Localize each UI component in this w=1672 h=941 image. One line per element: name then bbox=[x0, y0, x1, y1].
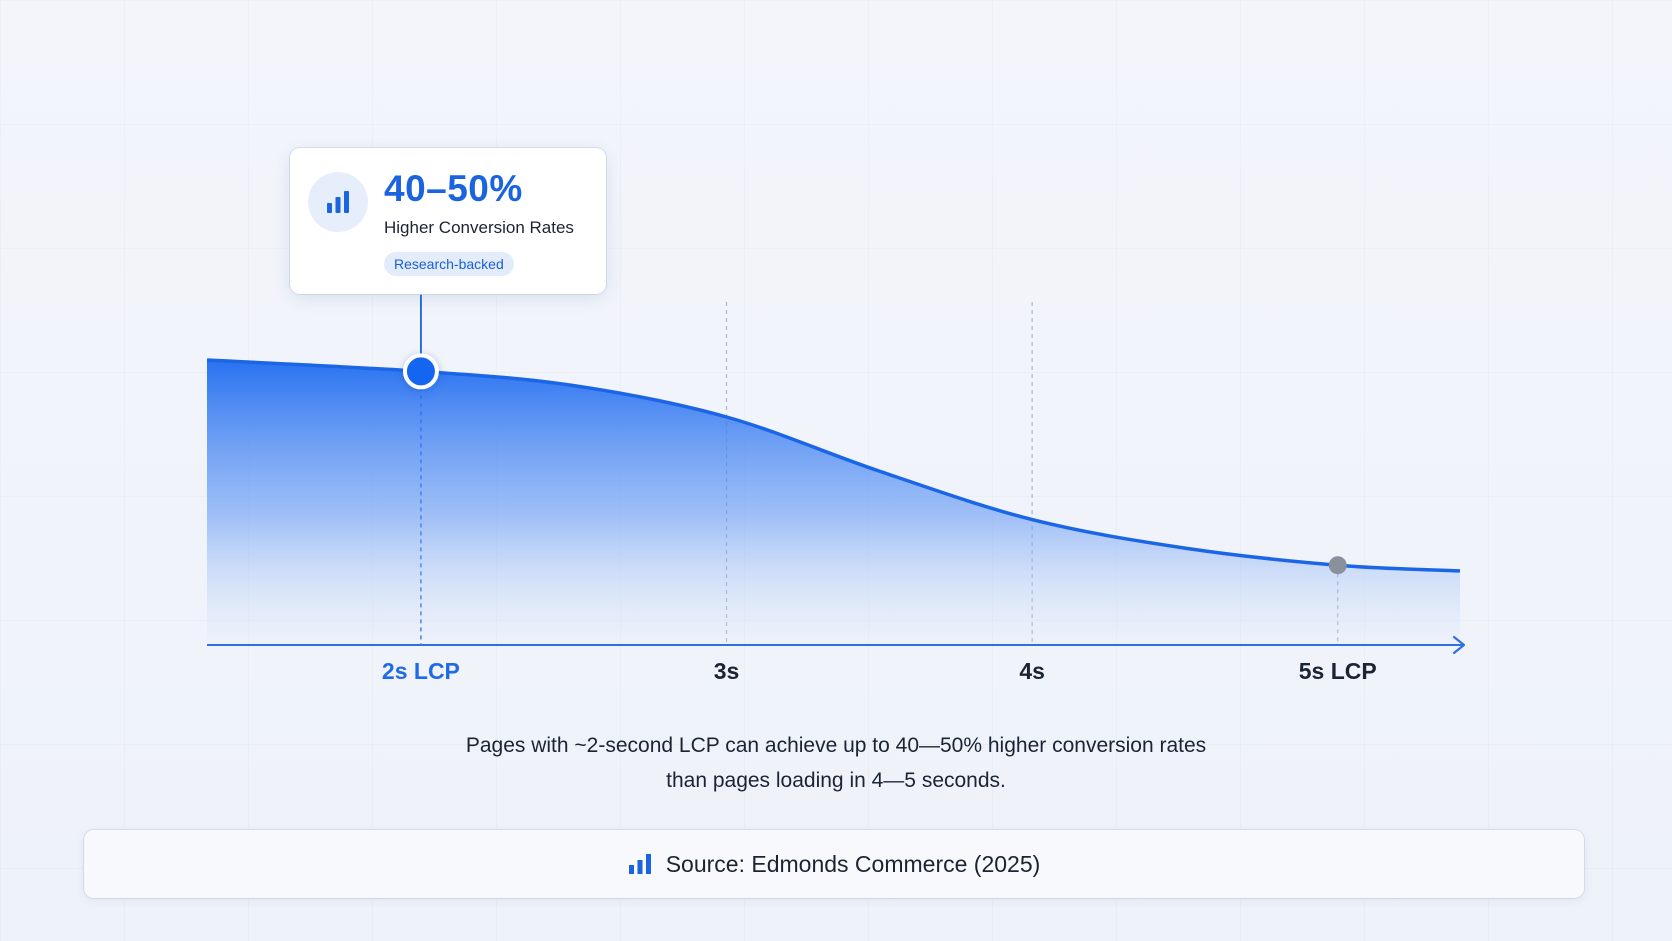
caption-line-2: than pages loading in 4—5 seconds. bbox=[666, 769, 1006, 792]
area-fill bbox=[207, 360, 1460, 645]
callout-icon-circle bbox=[308, 172, 368, 232]
research-badge: Research-backed bbox=[384, 252, 514, 276]
x-tick-label-3: 5s LCP bbox=[1298, 658, 1377, 684]
x-tick-label-1: 3s bbox=[713, 658, 740, 684]
source-text: Source: Edmonds Commerce (2025) bbox=[665, 850, 1041, 877]
callout-value: 40–50% bbox=[384, 168, 523, 209]
series-line bbox=[206, 358, 1461, 573]
x-tick-label-2: 4s bbox=[1019, 658, 1045, 684]
chart-caption: Pages with ~2-second LCP can achieve up … bbox=[336, 728, 1336, 798]
bar-chart-icon bbox=[327, 191, 349, 213]
x-axis-arrow bbox=[1452, 635, 1466, 655]
data-marker-0 bbox=[402, 353, 439, 390]
bar-chart-icon bbox=[628, 854, 651, 874]
callout-card: 40–50% Higher Conversion Rates Research-… bbox=[290, 148, 606, 294]
source-bar: Source: Edmonds Commerce (2025) bbox=[84, 830, 1584, 898]
data-marker-1 bbox=[1328, 556, 1347, 575]
callout-label: Higher Conversion Rates bbox=[384, 218, 574, 237]
x-tick-label-0: 2s LCP bbox=[381, 658, 460, 684]
caption-line-1: Pages with ~2-second LCP can achieve up … bbox=[465, 734, 1207, 757]
